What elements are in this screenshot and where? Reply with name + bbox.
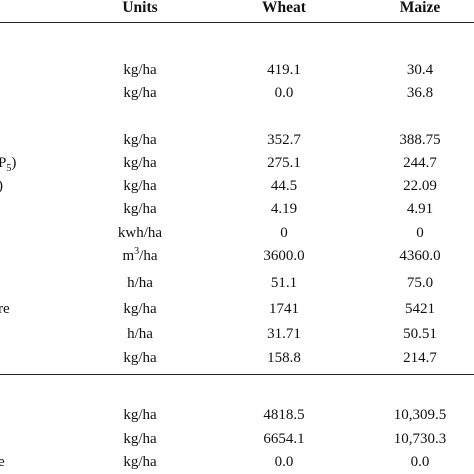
wheat-cell: 0.0 (274, 85, 294, 101)
header-units: Units (122, 0, 158, 16)
unit-cell: kg/ha (123, 132, 157, 148)
maize-cell: 75.0 (406, 275, 434, 291)
wheat-cell: 44.5 (270, 178, 298, 194)
wheat-cell: 31.71 (267, 326, 301, 342)
unit-cell: kg/ha (123, 407, 157, 423)
unit-cell: h/ha (127, 275, 153, 291)
unit-cell: kg/ha (123, 178, 157, 194)
unit-cell: kg/ha (123, 350, 157, 366)
wheat-cell: 6654.1 (263, 431, 305, 447)
unit-cell: kg/ha (123, 201, 157, 217)
maize-cell: 5421 (405, 301, 435, 317)
unit-cell: kg/ha (123, 155, 157, 171)
header-rule (0, 22, 474, 23)
unit-cell: h/ha (127, 326, 153, 342)
wheat-cell: 4.19 (270, 201, 298, 217)
wheat-cell: 0.0 (274, 454, 294, 470)
unit-cell: kg/ha (123, 301, 157, 317)
wheat-cell: 158.8 (267, 350, 301, 366)
unit-cell: kg/ha (123, 454, 157, 470)
wheat-cell: 419.1 (267, 62, 301, 78)
unit-cell-m3: m3/ha (122, 246, 158, 265)
header-wheat: Wheat (262, 0, 306, 16)
wheat-cell: 3600.0 (263, 248, 305, 264)
unit-cell: kwh/ha (117, 225, 163, 241)
maize-cell: 50.51 (403, 326, 437, 342)
unit-cell: kg/ha (123, 62, 157, 78)
maize-cell: 0.0 (410, 454, 430, 470)
unit-cell: kg/ha (123, 85, 157, 101)
row-label-fragment-e: e (0, 454, 5, 470)
wheat-cell: 4818.5 (263, 407, 305, 423)
maize-cell: 4.91 (406, 201, 434, 217)
maize-cell: 244.7 (403, 155, 437, 171)
row-label-fragment-paren: ) (0, 177, 3, 195)
row-label-fragment-p2o5: P5) (0, 155, 17, 174)
header-maize: Maize (399, 0, 441, 16)
maize-cell: 0 (416, 225, 424, 241)
row-label-fragment-re: re (0, 301, 10, 317)
wheat-cell: 51.1 (270, 275, 298, 291)
section-rule (0, 374, 474, 375)
maize-cell: 214.7 (403, 350, 437, 366)
wheat-cell: 1741 (269, 301, 299, 317)
maize-cell: 10,730.3 (393, 431, 447, 447)
maize-cell: 4360.0 (399, 248, 441, 264)
maize-cell: 36.8 (406, 85, 434, 101)
maize-cell: 30.4 (406, 62, 434, 78)
wheat-cell: 0 (280, 225, 288, 241)
wheat-cell: 275.1 (267, 155, 301, 171)
maize-cell: 388.75 (399, 132, 441, 148)
maize-cell: 10,309.5 (393, 407, 447, 423)
unit-cell: kg/ha (123, 431, 157, 447)
maize-cell: 22.09 (403, 178, 437, 194)
wheat-cell: 352.7 (267, 132, 301, 148)
